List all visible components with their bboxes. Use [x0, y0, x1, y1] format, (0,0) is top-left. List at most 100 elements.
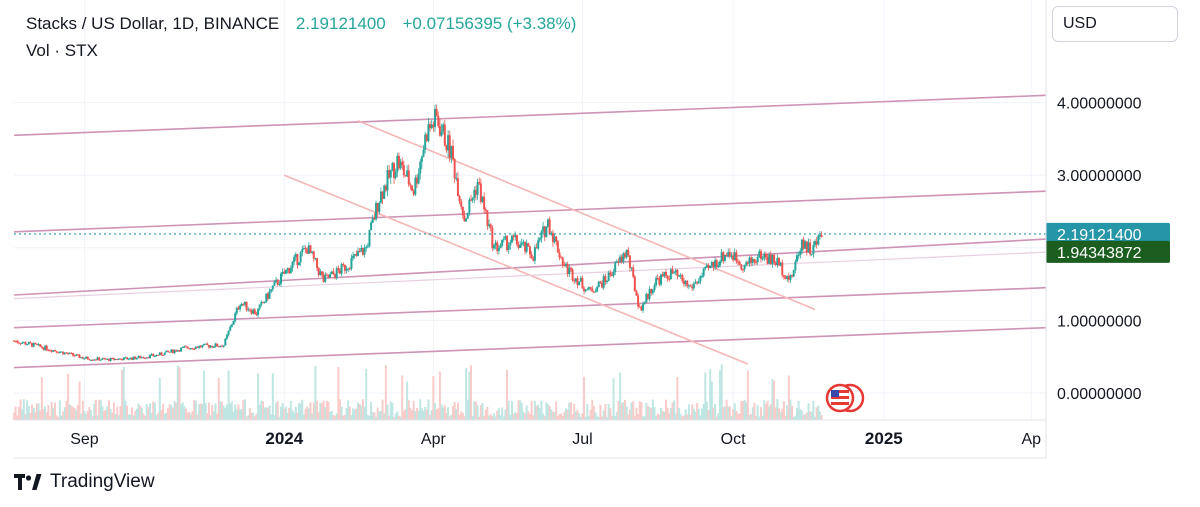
candle-body — [65, 352, 68, 354]
candle-body — [812, 245, 815, 254]
candle-body — [222, 345, 225, 347]
candle-body — [622, 253, 625, 262]
candle-body — [773, 254, 776, 263]
volume-bar — [366, 415, 369, 420]
volume-bar — [787, 375, 790, 420]
volume-bar — [668, 413, 671, 420]
volume-bar — [504, 409, 507, 420]
candle-body — [802, 239, 805, 249]
volume-bar — [460, 411, 463, 420]
candle-body — [289, 267, 292, 274]
currency-button[interactable]: USD — [1052, 6, 1178, 42]
volume-bar — [799, 409, 802, 420]
symbol-title[interactable]: Stacks / US Dollar, 1D, BINANCE — [26, 14, 280, 33]
candle-body — [502, 238, 505, 240]
volume-bar — [86, 411, 89, 420]
time-tick-label: Ap — [1021, 431, 1041, 448]
volume-bar — [42, 409, 45, 420]
volume-bar — [361, 399, 364, 420]
volume-bar — [591, 399, 594, 420]
volume-bar — [406, 381, 409, 420]
candle-body — [58, 351, 61, 353]
volume-bar — [814, 416, 817, 420]
candle-body — [294, 253, 297, 257]
volume-bar — [62, 411, 65, 420]
candle-body — [162, 354, 165, 356]
candle-body — [311, 251, 314, 253]
candle-body — [664, 272, 667, 276]
volume-bar — [225, 404, 228, 420]
volume-bar — [470, 365, 473, 420]
candle-body — [483, 196, 486, 210]
candle-body — [691, 286, 694, 289]
volume-bar — [681, 416, 684, 420]
volume-bar — [180, 404, 183, 420]
volume-bar — [296, 412, 299, 420]
volume-bar — [666, 407, 669, 420]
volume-bar — [35, 403, 38, 420]
candle-body — [266, 293, 269, 299]
volume-bar — [93, 403, 96, 420]
candle-body — [506, 236, 509, 251]
tradingview-logo[interactable]: TradingView — [14, 470, 155, 494]
candle-body — [781, 262, 784, 276]
volume-bar — [702, 404, 705, 420]
candle-body — [307, 245, 310, 254]
volume-bar — [496, 410, 499, 420]
volume-bar — [237, 404, 240, 420]
volume-bar — [44, 406, 47, 420]
candle-body — [417, 173, 420, 184]
volume-bar — [229, 403, 232, 420]
volume-bar — [189, 413, 192, 420]
candle-body — [501, 239, 504, 246]
volume-bar — [720, 364, 723, 420]
candle-body — [103, 358, 106, 360]
volume-bar — [650, 407, 653, 420]
volume-bar — [771, 379, 774, 420]
volume-bar — [271, 373, 274, 420]
volume-legend[interactable]: Vol · STX — [26, 41, 98, 60]
candle-body — [512, 235, 515, 237]
volume-bar — [635, 407, 638, 420]
volume-bar — [660, 407, 663, 420]
volume-bar — [357, 402, 359, 420]
volume-bar — [655, 416, 658, 420]
candle-body — [370, 222, 373, 231]
volume-bar — [378, 411, 381, 420]
volume-bar — [239, 409, 242, 420]
candle-body — [345, 268, 348, 271]
volume-bar — [560, 413, 563, 420]
volume-bar — [209, 415, 212, 420]
candle-body — [248, 309, 251, 311]
volume-bar — [519, 400, 522, 420]
candle-body — [350, 258, 353, 269]
candle-body — [194, 346, 197, 349]
candle-body — [429, 124, 432, 129]
volume-bar — [774, 407, 777, 420]
candle-body — [217, 346, 220, 348]
volume-bar — [555, 401, 558, 420]
volume-bar — [289, 401, 292, 420]
candle-body — [597, 281, 600, 287]
candle-body — [810, 253, 813, 255]
flag-icon[interactable] — [825, 383, 865, 413]
volume-bar — [756, 405, 759, 420]
candle-body — [31, 343, 34, 347]
candle-body — [281, 271, 284, 274]
volume-bar — [455, 408, 458, 420]
candle-body — [804, 241, 807, 249]
candle-body — [452, 145, 455, 160]
time-tick-label: Sep — [70, 431, 99, 448]
candle-body — [271, 285, 274, 290]
candle-body — [640, 306, 643, 311]
volume-bar — [155, 415, 158, 420]
volume-bar — [637, 414, 640, 420]
volume-bar — [370, 402, 373, 420]
volume-bar — [348, 406, 351, 420]
volume-bar — [605, 416, 608, 420]
volume-bar — [501, 407, 504, 420]
price-badge-text: 1.94343872 — [1057, 245, 1142, 262]
volume-bar — [527, 411, 530, 420]
candle-body — [728, 251, 731, 256]
